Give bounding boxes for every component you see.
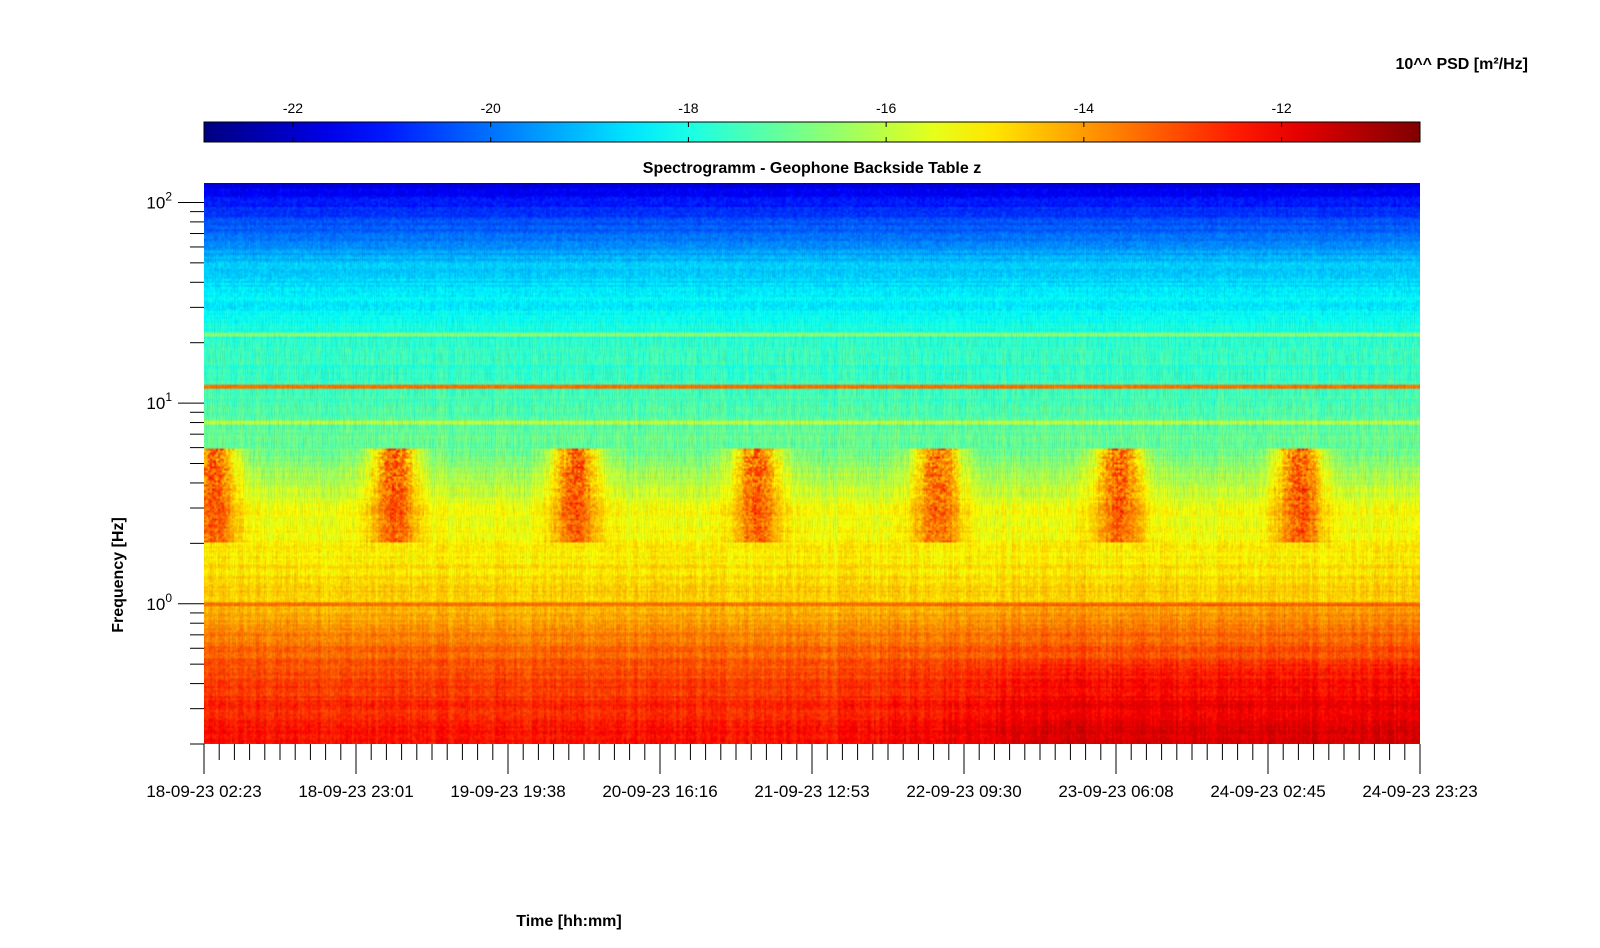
x-tick-label: 18-09-23 02:23 bbox=[146, 782, 261, 801]
x-axis: 18-09-23 02:23 18-09-23 23:01 19-09-23 19:… bbox=[146, 744, 1478, 801]
colorbar-tick-label: -22 bbox=[283, 100, 303, 116]
plot-area bbox=[204, 183, 1420, 744]
colorbar-tick-label: -18 bbox=[678, 100, 698, 116]
colorbar-tick-label: -12 bbox=[1271, 100, 1291, 116]
x-tick-label: 24-09-23 23:23 bbox=[1362, 782, 1477, 801]
x-tick-label: 21-09-23 12:53 bbox=[754, 782, 869, 801]
x-tick-label: 18-09-23 23:01 bbox=[298, 782, 413, 801]
colorbar-tick-label: -14 bbox=[1074, 100, 1094, 116]
x-tick-label: 24-09-23 02:45 bbox=[1210, 782, 1325, 801]
x-tick-label: 23-09-23 06:08 bbox=[1058, 782, 1173, 801]
y-tick-label: 101 bbox=[146, 390, 172, 413]
x-axis-label: Time [hh:mm] bbox=[516, 913, 621, 930]
x-tick-label: 22-09-23 09:30 bbox=[906, 782, 1021, 801]
x-tick-label: 20-09-23 16:16 bbox=[602, 782, 717, 801]
colorbar-tick-label: -20 bbox=[481, 100, 501, 116]
colorbar-label: 10^^ PSD [m²/Hz] bbox=[1396, 56, 1528, 73]
y-axis-label: Frequency [Hz] bbox=[110, 517, 127, 633]
chart-title: Spectrogramm - Geophone Backside Table z bbox=[643, 160, 981, 177]
colorbar-tick-label: -16 bbox=[876, 100, 896, 116]
y-tick-label: 100 bbox=[146, 591, 172, 614]
colorbar-ticks: -22 -20 -18 -16 -14 -12 bbox=[283, 100, 1292, 116]
heatmap-grain bbox=[204, 183, 1420, 744]
colorbar-tick-marks bbox=[292, 122, 1283, 142]
y-tick-label: 102 bbox=[146, 189, 172, 212]
colorbar bbox=[203, 121, 1421, 143]
x-tick-label: 19-09-23 19:38 bbox=[450, 782, 565, 801]
y-axis: 100 101 102 bbox=[146, 189, 204, 745]
